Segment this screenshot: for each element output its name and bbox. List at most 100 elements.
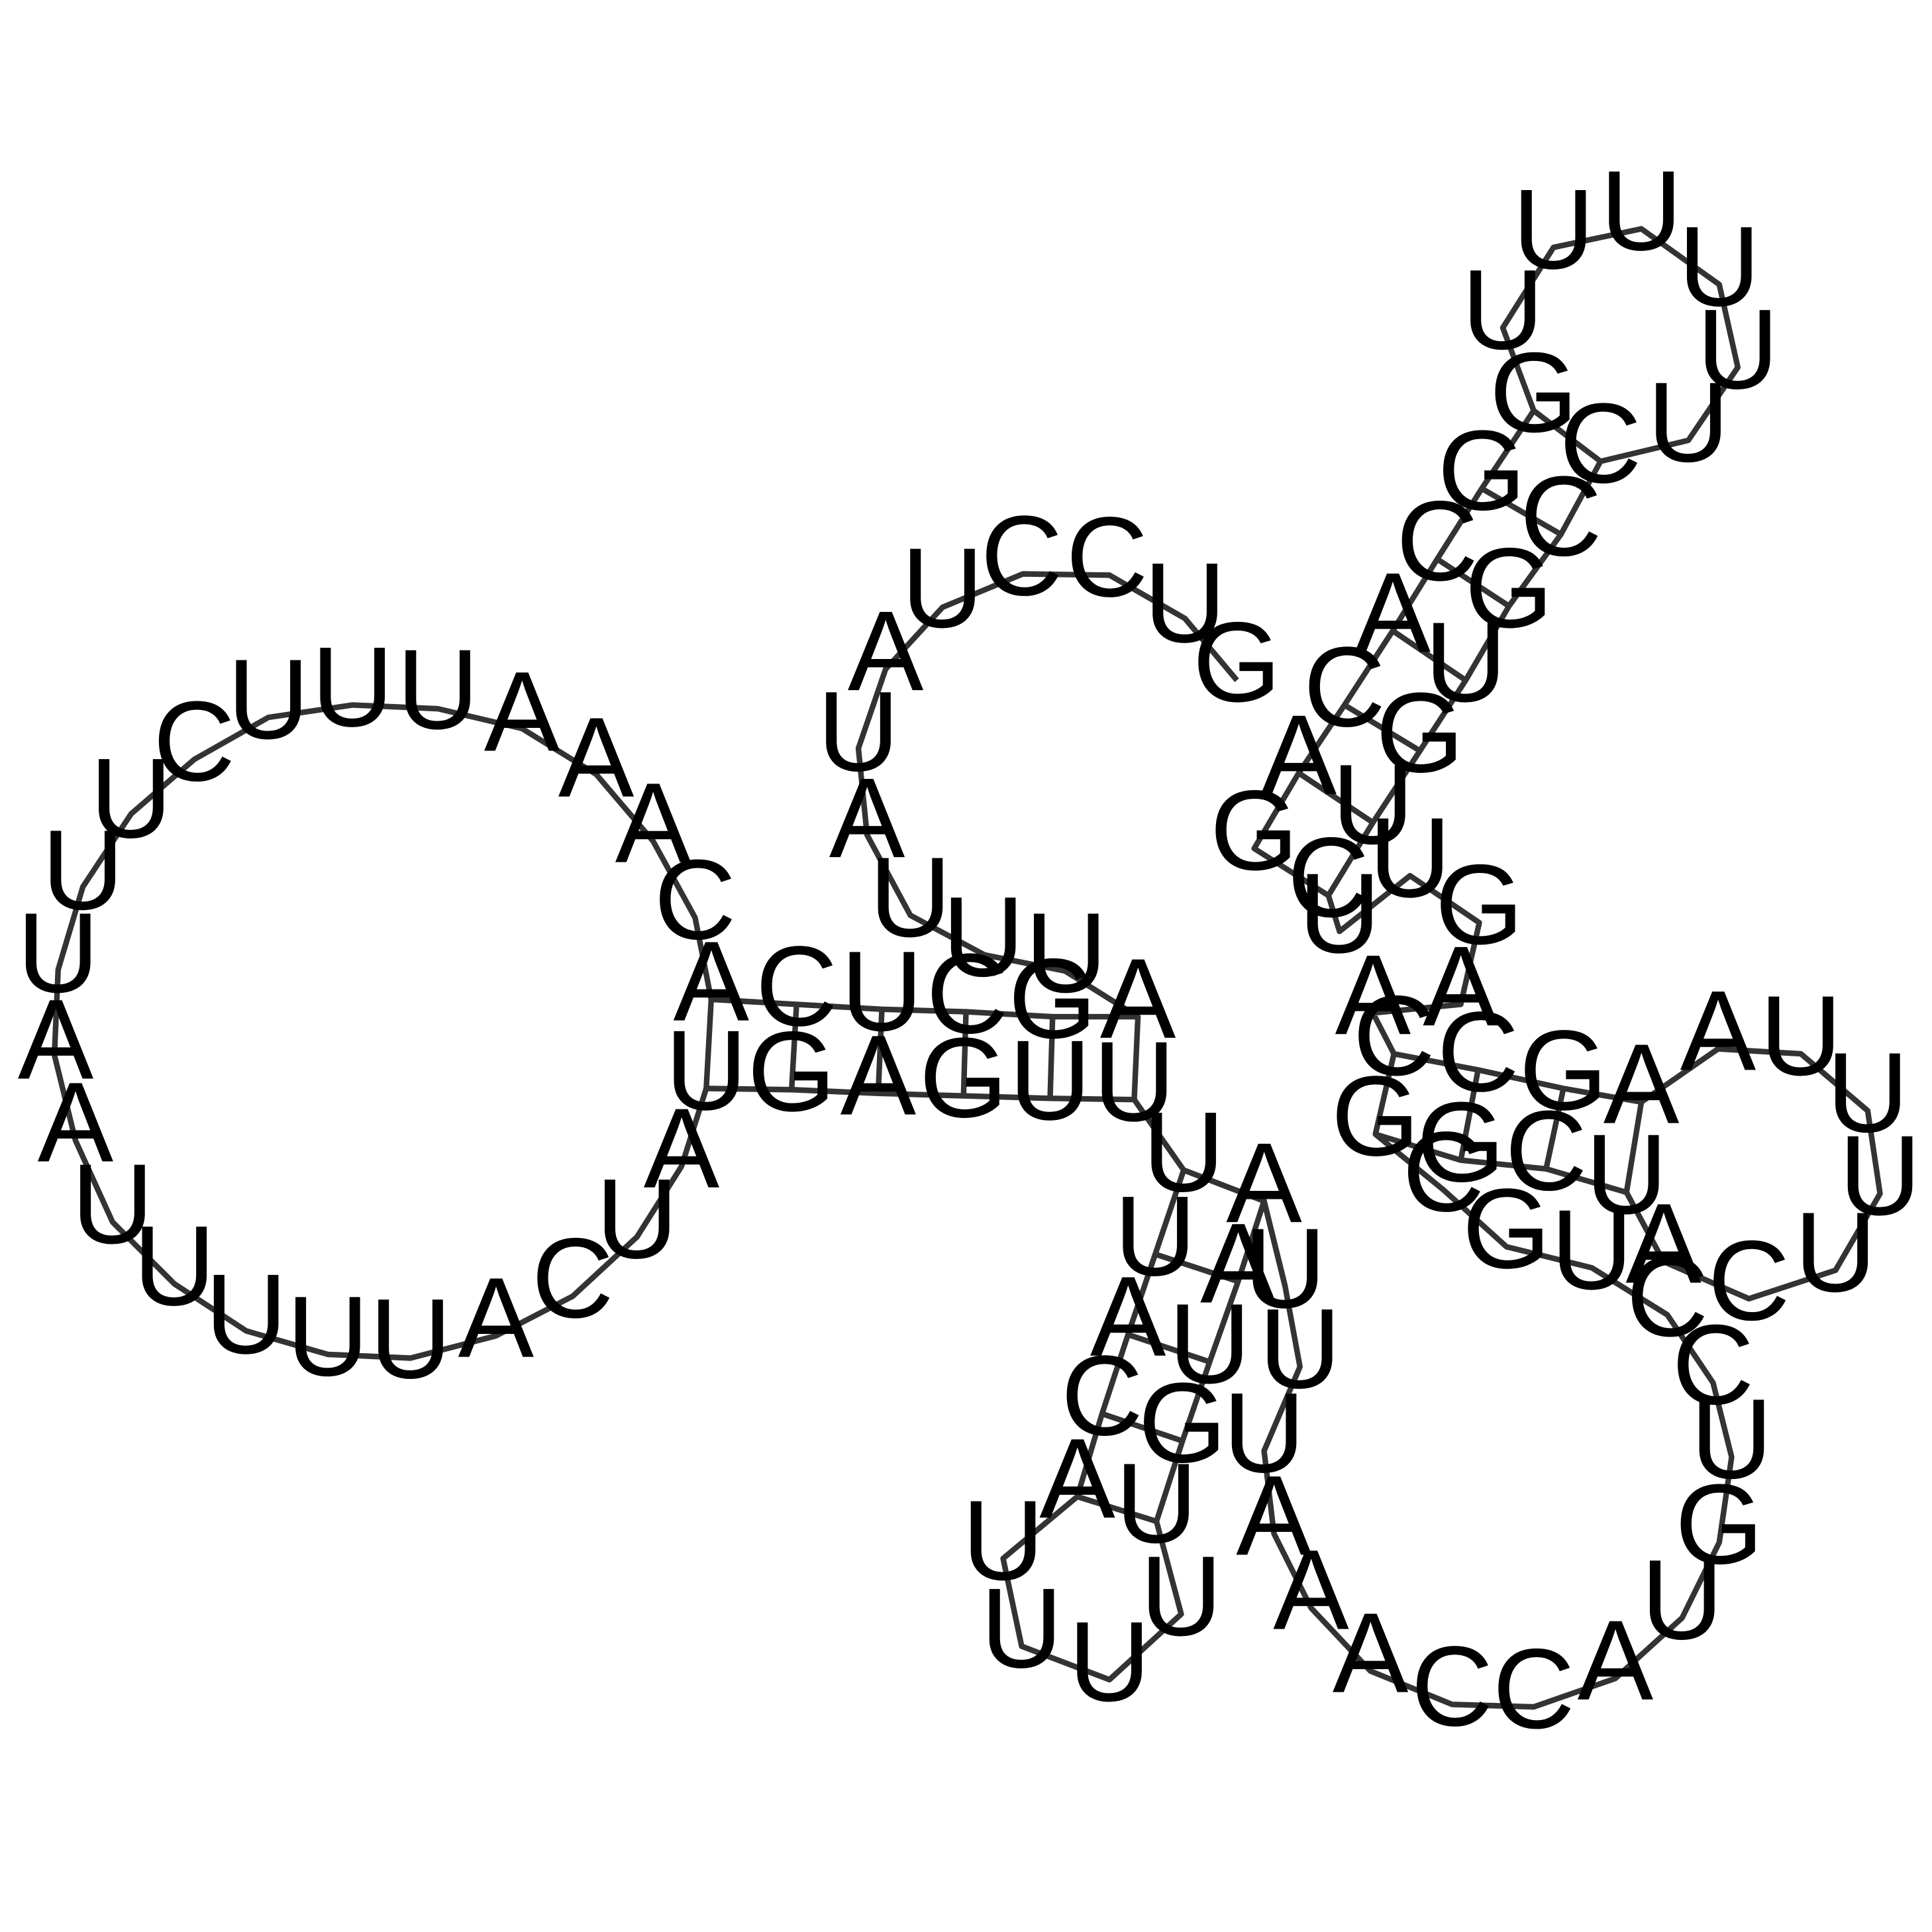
base-pair-line bbox=[1127, 1332, 1211, 1365]
nucleotide-label: U bbox=[1697, 285, 1779, 413]
nucleotide-label: U bbox=[397, 626, 479, 753]
nucleotide-label: U bbox=[1093, 1018, 1175, 1145]
base-pair-line bbox=[1131, 1016, 1141, 1100]
base-pair-line bbox=[875, 1009, 885, 1094]
base-pair-line bbox=[1480, 486, 1562, 537]
base-pair-line bbox=[1391, 628, 1468, 683]
nucleotide-label: G bbox=[1435, 841, 1524, 968]
nucleotide-label: C bbox=[1626, 1233, 1708, 1360]
nucleotide-label: U bbox=[901, 525, 984, 652]
nucleotide-label: C bbox=[1402, 1108, 1484, 1235]
nucleotide-label: A bbox=[1236, 1452, 1312, 1579]
base-pair-line bbox=[1458, 1069, 1481, 1161]
base-pair-line bbox=[1372, 1053, 1397, 1135]
nucleotide-label: U bbox=[1025, 890, 1107, 1017]
nucleotide-label: A bbox=[1423, 923, 1499, 1050]
nucleotide-label: C bbox=[756, 923, 838, 1050]
nucleotide-label: U bbox=[665, 1007, 747, 1134]
nucleotide-label: A bbox=[615, 760, 691, 887]
base-pair-line bbox=[1543, 1088, 1566, 1170]
nucleotide-label: U bbox=[1827, 1029, 1909, 1156]
nucleotide-label: G bbox=[919, 1014, 1008, 1141]
nucleotide-label: U bbox=[1143, 1088, 1225, 1215]
nucleotide-label: C bbox=[1396, 478, 1478, 605]
base-pair-line bbox=[1101, 1411, 1184, 1444]
nucleotide-label: A bbox=[644, 1085, 720, 1212]
nucleotide-label: U bbox=[1647, 359, 1729, 486]
nucleotide-label: C bbox=[1066, 493, 1148, 621]
base-pair-line bbox=[1532, 408, 1603, 464]
nucleotide-label: G bbox=[1490, 329, 1578, 456]
nucleotide-label: A bbox=[1680, 967, 1756, 1094]
base-pair-line bbox=[1297, 770, 1375, 825]
nucleotide-label: G bbox=[1193, 599, 1282, 726]
nucleotide-label: C bbox=[654, 836, 736, 963]
nucleotide-label: A bbox=[1335, 931, 1411, 1058]
nucleotide-label: U bbox=[1259, 1285, 1341, 1412]
base-pair-line bbox=[1076, 1494, 1158, 1525]
nucleotide-label: U bbox=[1369, 794, 1451, 921]
nucleotide-label: C bbox=[1411, 1623, 1493, 1750]
nucleotide-label: U bbox=[287, 1273, 369, 1400]
nucleotide-label: A bbox=[1200, 1199, 1276, 1327]
nucleotide-label: C bbox=[1437, 988, 1519, 1115]
nucleotide-label: U bbox=[1425, 599, 1507, 726]
nucleotide-label: C bbox=[1559, 380, 1641, 507]
nucleotide-label: U bbox=[980, 1564, 1062, 1692]
base-pair-line bbox=[1154, 1251, 1239, 1284]
base-pair-line bbox=[788, 1004, 799, 1090]
nucleotide-label: A bbox=[1273, 1526, 1349, 1653]
nucleotide-label: U bbox=[1586, 1111, 1668, 1238]
nucleotide-label: A bbox=[458, 1254, 534, 1382]
nucleotide-label: U bbox=[1068, 1598, 1150, 1725]
nucleotide-label: U bbox=[1115, 1440, 1197, 1567]
nucleotide-label: U bbox=[1462, 246, 1544, 374]
nucleotide-label: C bbox=[1303, 623, 1386, 750]
nucleotide-label: U bbox=[1114, 1172, 1196, 1299]
base-pair-line bbox=[1623, 1101, 1645, 1193]
nucleotide-label: C bbox=[980, 492, 1062, 619]
nucleotide-label: G bbox=[1437, 407, 1526, 534]
base-pair-line bbox=[1343, 702, 1422, 754]
nucleotide-label: U bbox=[596, 1155, 678, 1282]
nucleotide-label: C bbox=[1505, 1088, 1587, 1215]
base-pair-line bbox=[1435, 556, 1511, 609]
nucleotide-label: G bbox=[1331, 1052, 1420, 1180]
nucleotide-label: A bbox=[1090, 1253, 1166, 1380]
nucleotide-label: A bbox=[1261, 691, 1337, 819]
nucleotide-label: G bbox=[747, 1008, 836, 1135]
nucleotide-label: U bbox=[962, 1477, 1044, 1604]
nucleotide-label: U bbox=[311, 623, 393, 750]
nucleotide-label: U bbox=[1678, 203, 1760, 330]
nucleotide-label: U bbox=[1223, 1369, 1305, 1496]
nucleotide-label: U bbox=[1513, 166, 1595, 293]
nucleotide-label: U bbox=[1551, 1186, 1633, 1313]
nucleotide-label: U bbox=[133, 1202, 215, 1329]
nucleotide-label: A bbox=[829, 754, 905, 882]
nucleotide-label: U bbox=[869, 834, 951, 961]
nucleotide-label: U bbox=[1794, 1189, 1876, 1316]
nucleotide-label: U bbox=[1641, 1536, 1723, 1663]
nucleotide-label: U bbox=[817, 668, 899, 795]
nucleotide-label: U bbox=[1839, 1112, 1921, 1239]
nucleotide-label: G bbox=[1462, 1165, 1551, 1292]
nucleotide-label: A bbox=[18, 976, 94, 1103]
nucleotide-label: U bbox=[1600, 147, 1682, 274]
base-pair-line bbox=[960, 1011, 969, 1096]
nucleotide-label: A bbox=[1100, 935, 1176, 1062]
nucleotide-label: U bbox=[1244, 1205, 1326, 1332]
nucleotide-label: A bbox=[484, 648, 560, 776]
nucleotide-label: A bbox=[848, 587, 924, 715]
nucleotide-label: C bbox=[1672, 1301, 1754, 1429]
nucleotide-label: G bbox=[1417, 1078, 1505, 1205]
nucleotide-label: C bbox=[1708, 1217, 1790, 1345]
nucleotide-label: C bbox=[1353, 972, 1435, 1099]
nucleotide-label: U bbox=[1760, 972, 1842, 1099]
nucleotide-label: C bbox=[1493, 1625, 1575, 1753]
nucleotide-label: C bbox=[532, 1215, 614, 1342]
nucleotide-label: C bbox=[926, 930, 1008, 1057]
backbone-line bbox=[51, 226, 1883, 1710]
nucleotide-label: U bbox=[17, 890, 99, 1017]
nucleotide-label: U bbox=[1690, 1376, 1772, 1503]
